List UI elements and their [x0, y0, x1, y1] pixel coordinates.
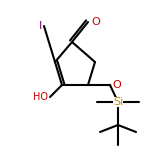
Text: Si: Si [113, 97, 123, 107]
Text: O: O [112, 80, 121, 90]
Text: HO: HO [33, 92, 48, 102]
Text: I: I [39, 21, 42, 31]
Text: O: O [91, 17, 100, 27]
